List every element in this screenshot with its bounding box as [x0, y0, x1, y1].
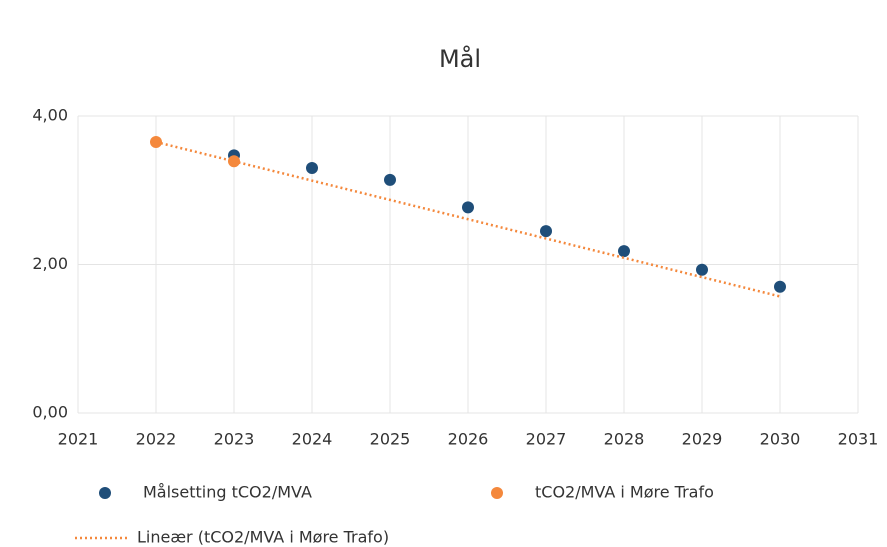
x-tick-label: 2030 — [760, 430, 801, 449]
y-tick-label: 0,00 — [32, 403, 68, 422]
point — [540, 225, 552, 238]
legend-label: tCO2/MVA i Møre Trafo — [535, 483, 714, 502]
legend-label: Lineær (tCO2/MVA i Møre Trafo) — [137, 528, 389, 547]
x-tick-label: 2026 — [448, 430, 489, 449]
x-tick-label: 2024 — [292, 430, 333, 449]
point — [306, 161, 318, 174]
point — [618, 245, 630, 258]
legend-swatch — [99, 487, 111, 499]
x-tick-label: 2028 — [604, 430, 645, 449]
x-tick-label: 2027 — [526, 430, 567, 449]
x-tick-label: 2023 — [214, 430, 255, 449]
point — [462, 201, 474, 214]
point — [774, 280, 786, 293]
point — [696, 263, 708, 276]
x-tick-label: 2022 — [136, 430, 177, 449]
x-tick-label: 2025 — [370, 430, 411, 449]
x-tick-label: 2029 — [682, 430, 723, 449]
x-tick-label: 2021 — [58, 430, 99, 449]
y-tick-label: 2,00 — [32, 254, 68, 273]
chart-title: Mål — [439, 44, 481, 73]
legend-label: Målsetting tCO2/MVA — [143, 483, 312, 502]
legend-swatch — [491, 487, 503, 499]
point — [384, 173, 396, 186]
y-tick-label: 4,00 — [32, 106, 68, 125]
trendline — [155, 140, 781, 298]
x-tick-label: 2031 — [838, 430, 879, 449]
